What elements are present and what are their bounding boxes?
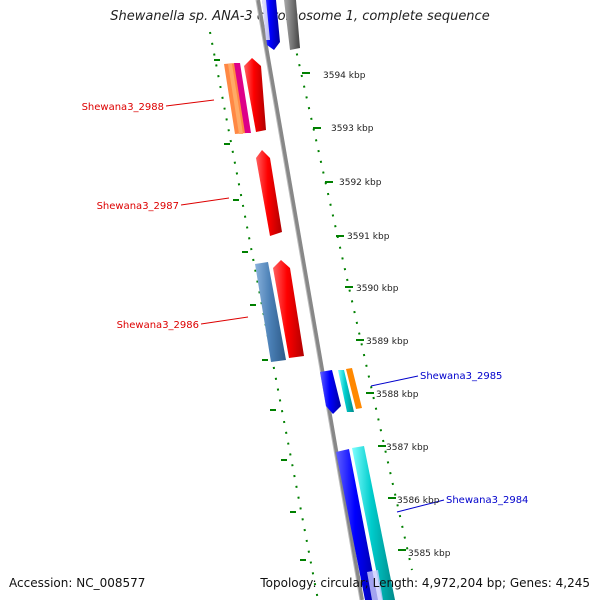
tick-label: 3594 kbp [323, 71, 366, 81]
label-leaders [165, 99, 445, 513]
backbone-line [256, 0, 364, 600]
gene-label-2987: Shewana3_2987 [97, 201, 179, 212]
gene-cluster-2985 [320, 368, 362, 414]
tick-label: 3590 kbp [356, 284, 399, 294]
tick-label: 3587 kbp [386, 443, 429, 453]
gene-cluster-2988 [224, 58, 266, 134]
gene-2987 [256, 150, 282, 236]
tick-label: 3591 kbp [347, 232, 390, 242]
top-features [262, 0, 300, 50]
topology-text: Topology: circular; Length: 4,972,204 bp… [260, 576, 590, 590]
map-title: Shewanella sp. ANA-3 chromosome 1, compl… [110, 9, 490, 24]
gene-label-2986: Shewana3_2986 [117, 320, 199, 331]
tick-label: 3585 kbp [408, 549, 451, 559]
backbone-highlight [255, 0, 361, 600]
tick-label: 3589 kbp [366, 337, 409, 347]
inner-ruler-right [291, 31, 413, 571]
tick-label: 3593 kbp [331, 124, 374, 134]
tick-label: 3586 kbp [397, 496, 440, 506]
outer-ruler-dashes [214, 59, 306, 561]
gene-label-2984: Shewana3_2984 [446, 495, 528, 506]
gene-labels: Shewana3_2988 Shewana3_2987 Shewana3_298… [82, 102, 529, 506]
tick-label: 3592 kbp [339, 178, 382, 188]
ruler-tick-labels: 3594 kbp 3593 kbp 3592 kbp 3591 kbp 3590… [323, 71, 451, 559]
gene-label-2985: Shewana3_2985 [420, 371, 502, 382]
gene-cluster-2986 [255, 260, 304, 362]
gene-label-2988: Shewana3_2988 [82, 102, 164, 113]
gene-cluster-2984 [336, 446, 395, 600]
tick-label: 3588 kbp [376, 390, 419, 400]
accession-text: Accession: NC_008577 [9, 576, 146, 590]
inner-ruler-dashes [302, 72, 406, 551]
